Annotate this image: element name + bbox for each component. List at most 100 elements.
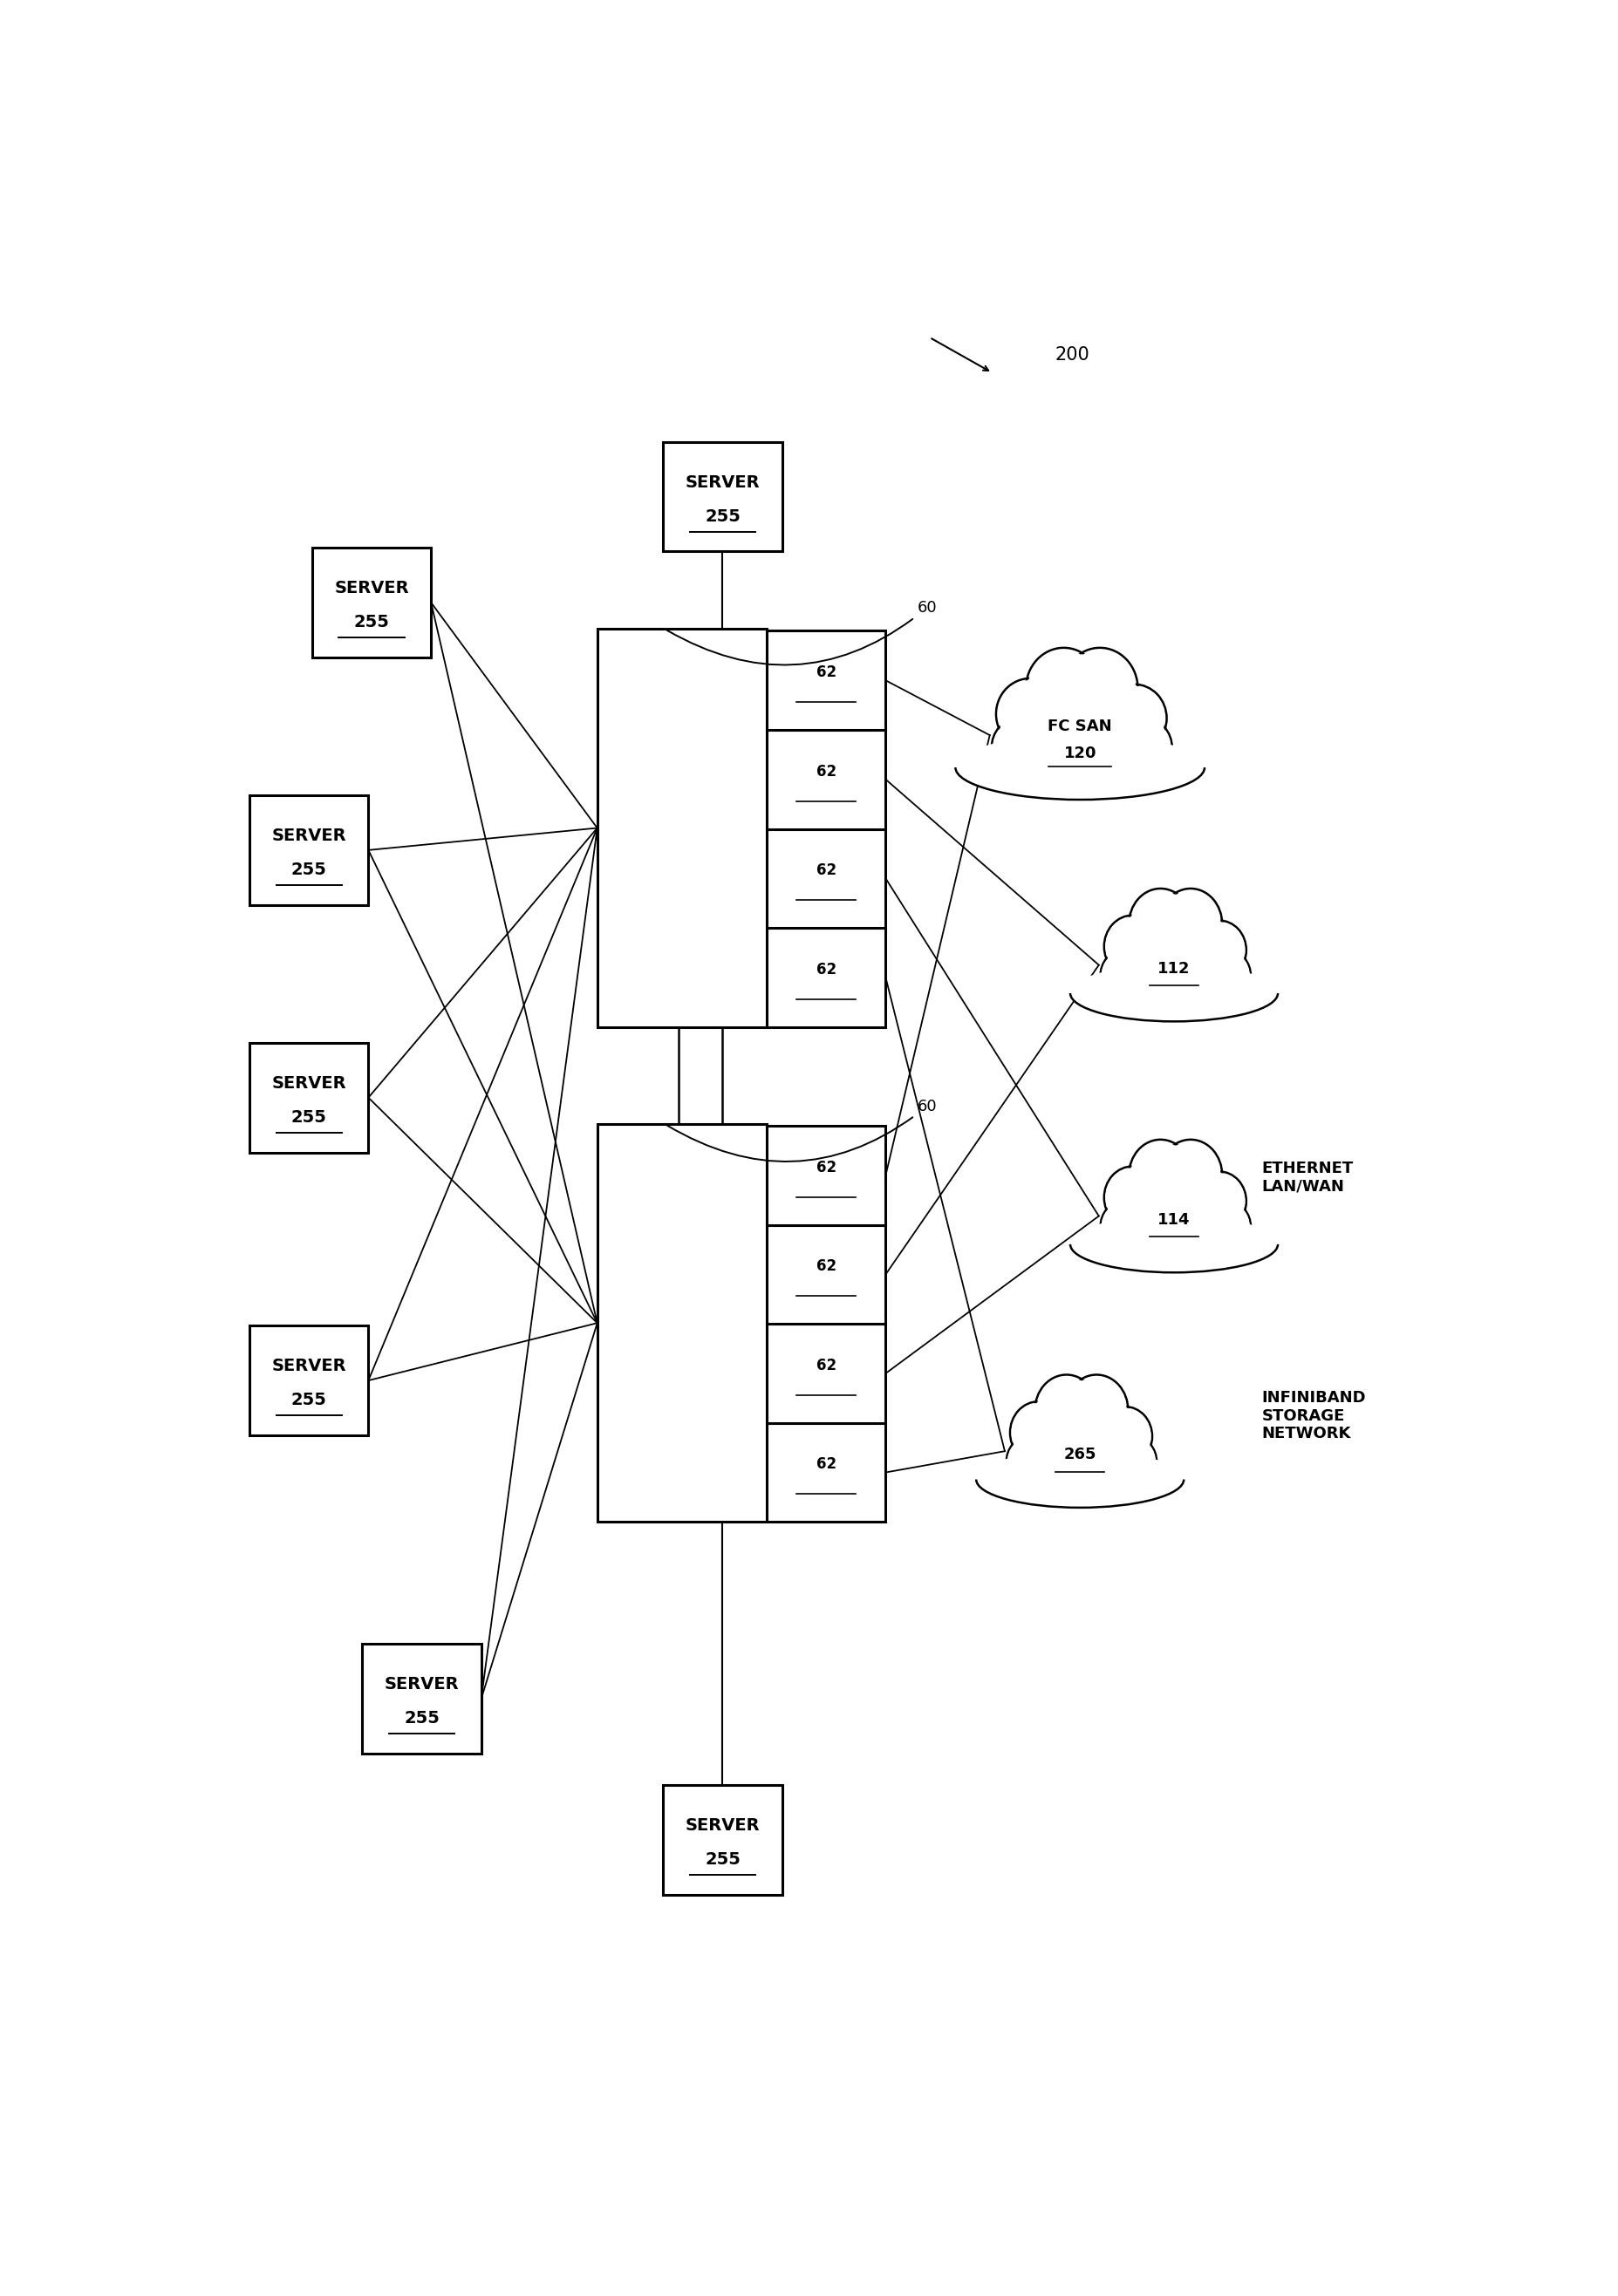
Text: SERVER: SERVER — [272, 1357, 346, 1375]
Text: 114: 114 — [1158, 1212, 1191, 1228]
Text: FC SAN: FC SAN — [1048, 719, 1112, 735]
Text: 112: 112 — [1158, 960, 1191, 976]
Ellipse shape — [1069, 1217, 1278, 1272]
Ellipse shape — [992, 719, 1045, 778]
Ellipse shape — [1034, 684, 1126, 769]
Ellipse shape — [1162, 1141, 1220, 1208]
Ellipse shape — [1103, 916, 1162, 978]
Ellipse shape — [1112, 1437, 1157, 1488]
Text: ETHERNET
LAN/WAN: ETHERNET LAN/WAN — [1262, 1159, 1354, 1194]
Text: 200: 200 — [1055, 347, 1089, 363]
Text: 255: 255 — [291, 1391, 327, 1407]
Bar — [312, 549, 430, 657]
Ellipse shape — [1131, 891, 1189, 957]
Text: 255: 255 — [291, 1109, 327, 1125]
Text: 255: 255 — [291, 861, 327, 877]
Text: 60: 60 — [667, 599, 937, 666]
Bar — [663, 441, 781, 551]
Ellipse shape — [976, 1451, 1184, 1508]
Text: 255: 255 — [705, 1851, 741, 1869]
Ellipse shape — [997, 677, 1065, 748]
Bar — [663, 1786, 781, 1894]
Text: 60: 60 — [667, 1097, 937, 1162]
Bar — [597, 1125, 767, 1522]
Ellipse shape — [1107, 1169, 1158, 1226]
Bar — [767, 1424, 885, 1522]
Text: SERVER: SERVER — [272, 1075, 346, 1091]
Text: 62: 62 — [815, 664, 837, 680]
Text: 120: 120 — [1063, 746, 1097, 762]
Ellipse shape — [1205, 951, 1251, 1001]
Ellipse shape — [1158, 1139, 1222, 1210]
Ellipse shape — [1103, 687, 1165, 751]
Ellipse shape — [1039, 1403, 1121, 1486]
Bar — [767, 1224, 885, 1325]
Bar — [249, 794, 369, 905]
Text: SERVER: SERVER — [385, 1676, 460, 1692]
Text: 255: 255 — [705, 507, 741, 523]
Text: 62: 62 — [815, 962, 837, 978]
Ellipse shape — [1100, 951, 1146, 1001]
Ellipse shape — [1010, 1401, 1068, 1465]
Ellipse shape — [1192, 921, 1246, 980]
Ellipse shape — [1192, 1171, 1246, 1231]
Ellipse shape — [1100, 1410, 1150, 1465]
Bar — [249, 1325, 369, 1435]
Text: 255: 255 — [354, 613, 390, 631]
Ellipse shape — [1118, 719, 1171, 778]
Ellipse shape — [1008, 1437, 1050, 1486]
Ellipse shape — [1011, 1403, 1065, 1463]
Ellipse shape — [1036, 1375, 1099, 1446]
Ellipse shape — [1102, 1203, 1144, 1251]
Text: 62: 62 — [815, 863, 837, 879]
Text: SERVER: SERVER — [335, 581, 409, 597]
Bar — [767, 730, 885, 829]
Ellipse shape — [1100, 1201, 1146, 1254]
Ellipse shape — [1068, 1378, 1126, 1444]
Ellipse shape — [1061, 647, 1137, 730]
Text: 255: 255 — [404, 1711, 440, 1727]
Ellipse shape — [1099, 1407, 1152, 1467]
Ellipse shape — [1069, 964, 1278, 1022]
Ellipse shape — [1065, 650, 1136, 726]
Ellipse shape — [1029, 650, 1099, 726]
Text: 62: 62 — [815, 765, 837, 778]
Text: 62: 62 — [815, 1456, 837, 1472]
Ellipse shape — [1207, 1203, 1249, 1251]
Text: SERVER: SERVER — [686, 473, 760, 491]
Text: SERVER: SERVER — [272, 827, 346, 845]
Ellipse shape — [1006, 1437, 1052, 1488]
Bar — [249, 1042, 369, 1153]
Ellipse shape — [1162, 891, 1220, 957]
Text: 62: 62 — [815, 1159, 837, 1176]
Ellipse shape — [1207, 953, 1249, 1001]
Ellipse shape — [1065, 1375, 1128, 1446]
Ellipse shape — [998, 682, 1063, 746]
Ellipse shape — [1131, 1141, 1189, 1208]
Ellipse shape — [1129, 889, 1192, 960]
Ellipse shape — [1113, 1437, 1155, 1486]
Ellipse shape — [1133, 1169, 1215, 1249]
Bar — [767, 829, 885, 928]
Ellipse shape — [993, 721, 1044, 776]
Bar — [767, 631, 885, 730]
Text: 62: 62 — [815, 1357, 837, 1373]
Bar — [767, 1325, 885, 1424]
Text: 265: 265 — [1063, 1446, 1097, 1463]
Ellipse shape — [1107, 918, 1158, 976]
Ellipse shape — [1129, 1139, 1192, 1210]
Ellipse shape — [1136, 1171, 1212, 1247]
Ellipse shape — [1102, 953, 1144, 1001]
Ellipse shape — [1136, 921, 1212, 996]
Ellipse shape — [1120, 721, 1170, 776]
Ellipse shape — [1042, 1405, 1118, 1481]
Ellipse shape — [955, 735, 1205, 799]
Text: 62: 62 — [815, 1258, 837, 1274]
Ellipse shape — [1194, 923, 1244, 978]
Bar — [362, 1644, 481, 1754]
Text: SERVER: SERVER — [686, 1818, 760, 1835]
Ellipse shape — [1031, 680, 1129, 774]
Bar — [767, 928, 885, 1026]
Ellipse shape — [1102, 684, 1167, 753]
Ellipse shape — [1194, 1173, 1244, 1228]
